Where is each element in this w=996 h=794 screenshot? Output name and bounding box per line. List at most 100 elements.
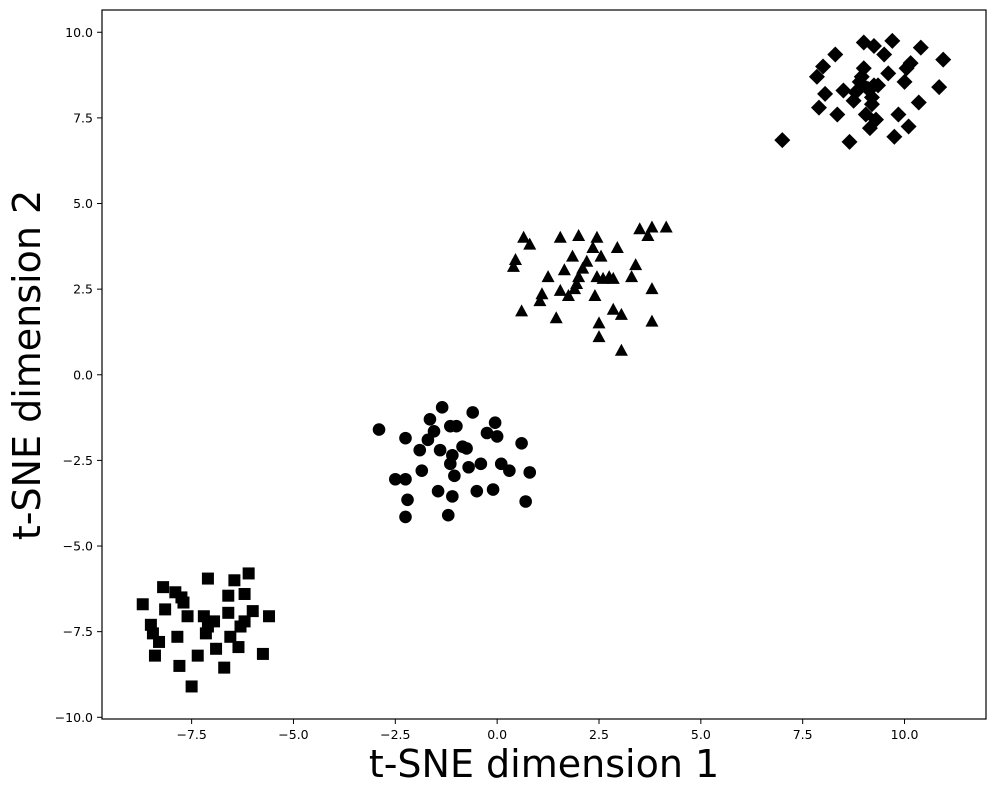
diamond-marker [912,39,929,56]
triangle-marker [566,249,580,262]
triangle-marker [553,230,567,243]
diamond-marker [898,60,915,77]
square-marker [159,603,172,616]
square-marker [197,610,210,623]
square-marker [222,606,235,619]
square-marker [191,649,204,662]
diamond-marker [774,132,791,149]
circle-marker [480,426,494,440]
triangle-marker [610,241,624,254]
square-marker [256,647,269,660]
y-tick-label: −2.5 [63,453,93,468]
diamond-marker [810,99,827,116]
diamond-marker [841,133,858,150]
diamond-marker [876,46,893,63]
circle-marker [466,406,480,419]
triangle-marker [625,270,639,283]
circle-marker [519,495,532,508]
triangle-marker [572,229,586,242]
triangle-marker [533,294,547,307]
circle-marker [515,436,528,450]
triangle-marker [614,307,628,320]
triangle-marker [508,253,522,266]
diamond-marker [865,37,882,54]
circle-marker [389,472,402,486]
circle-marker [446,490,459,503]
x-tick-label: 2.5 [589,727,609,742]
triangle-marker [659,220,673,233]
triangle-marker [572,270,586,283]
square-marker [153,635,166,648]
y-axis-ticks: −10.0 −7.5 −5.0 −2.5 0.0 2.5 5.0 7.5 10.0 [55,25,102,725]
y-tick-label: 0.0 [73,367,93,382]
diamond-marker [815,58,832,75]
y-axis-label: t-SNE dimension 2 [5,190,49,540]
triangle-marker [629,258,643,271]
circle-marker [470,484,484,498]
y-tick-label: −7.5 [63,624,93,639]
y-tick-label: 7.5 [73,110,93,125]
circle-marker [433,443,447,457]
triangle-marker [592,316,606,329]
circle-marker [462,460,475,474]
square-marker [136,598,149,611]
triangle-marker [517,230,531,243]
diamond-marker [861,120,878,137]
triangle-marker [614,343,628,356]
circle-marker [427,424,441,438]
x-tick-label: −2.5 [380,727,410,742]
square-marker [246,605,259,618]
triangle-marker [645,314,659,327]
x-tick-label: −5.0 [278,727,308,742]
diamond-marker [900,118,917,135]
triangle-marker [549,311,563,324]
diamond-marker [868,111,885,128]
triangle-marker [594,249,608,262]
square-marker [210,642,223,655]
square-marker [238,587,251,600]
diamond-marker [890,106,907,123]
diamond-marker [931,79,948,96]
square-marker [185,680,198,693]
circle-marker [399,472,412,486]
diamond-marker [884,32,901,49]
square-marker [263,610,276,623]
triangle-marker [557,263,571,276]
diamond-marker [870,77,887,94]
y-tick-label: −10.0 [55,710,93,725]
circle-marker [413,443,427,457]
square-marker [224,630,237,643]
triangle-marker [588,288,602,301]
circle-marker [399,510,412,524]
square-marker [201,572,214,585]
x-axis-ticks: −7.5 −5.0 −2.5 0.0 2.5 5.0 7.5 10.0 [176,719,918,742]
triangle-marker [515,304,529,317]
diamond-marker [896,73,913,90]
circle-marker [486,483,500,496]
triangle-marker [592,330,606,343]
circle-marker [474,457,488,471]
triangle-marker [606,271,620,284]
y-tick-label: 10.0 [65,25,93,40]
diamond-marker [855,60,872,77]
square-marker [173,659,186,672]
square-marker [208,615,221,628]
diamond-marker [817,85,834,102]
y-tick-label: −5.0 [63,539,93,554]
circle-marker [448,469,461,483]
square-marker [171,630,184,643]
triangle-marker [586,241,600,254]
square-marker [238,615,251,628]
plot-frame [101,9,987,720]
square-marker [177,596,190,609]
x-tick-label: 5.0 [691,727,711,742]
square-marker [222,589,235,602]
triangle-marker [523,237,537,250]
circle-marker [490,430,504,443]
circle-marker [399,431,412,445]
triangle-marker [590,230,604,243]
circle-marker [488,416,502,430]
circle-marker [401,493,414,507]
triangle-marker [541,270,555,283]
